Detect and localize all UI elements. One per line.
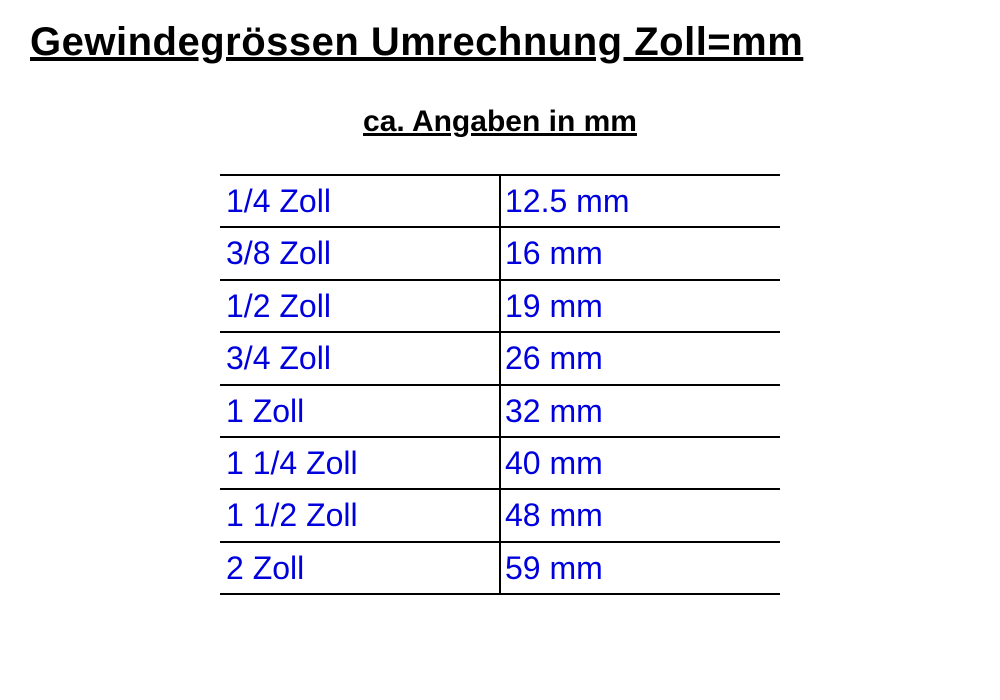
table-row: 1 1/2 Zoll48 mm xyxy=(220,489,780,541)
cell-zoll: 1/4 Zoll xyxy=(220,175,500,227)
cell-zoll: 1 1/4 Zoll xyxy=(220,437,500,489)
table-row: 3/4 Zoll26 mm xyxy=(220,332,780,384)
page-title: Gewindegrössen Umrechnung Zoll=mm xyxy=(30,20,970,65)
cell-mm: 48 mm xyxy=(500,489,780,541)
cell-mm: 16 mm xyxy=(500,227,780,279)
table-row: 2 Zoll59 mm xyxy=(220,542,780,594)
page-subtitle: ca. Angaben in mm xyxy=(220,105,780,139)
cell-mm: 59 mm xyxy=(500,542,780,594)
cell-mm: 26 mm xyxy=(500,332,780,384)
cell-zoll: 1/2 Zoll xyxy=(220,280,500,332)
cell-mm: 32 mm xyxy=(500,385,780,437)
cell-zoll: 1 1/2 Zoll xyxy=(220,489,500,541)
table-row: 1/4 Zoll12.5 mm xyxy=(220,175,780,227)
cell-mm: 40 mm xyxy=(500,437,780,489)
conversion-table-container: 1/4 Zoll12.5 mm3/8 Zoll16 mm1/2 Zoll19 m… xyxy=(220,174,780,595)
cell-zoll: 3/8 Zoll xyxy=(220,227,500,279)
cell-mm: 19 mm xyxy=(500,280,780,332)
table-row: 1/2 Zoll19 mm xyxy=(220,280,780,332)
cell-mm: 12.5 mm xyxy=(500,175,780,227)
conversion-table: 1/4 Zoll12.5 mm3/8 Zoll16 mm1/2 Zoll19 m… xyxy=(220,174,780,595)
cell-zoll: 2 Zoll xyxy=(220,542,500,594)
table-row: 1 1/4 Zoll40 mm xyxy=(220,437,780,489)
table-row: 1 Zoll32 mm xyxy=(220,385,780,437)
cell-zoll: 3/4 Zoll xyxy=(220,332,500,384)
cell-zoll: 1 Zoll xyxy=(220,385,500,437)
table-row: 3/8 Zoll16 mm xyxy=(220,227,780,279)
